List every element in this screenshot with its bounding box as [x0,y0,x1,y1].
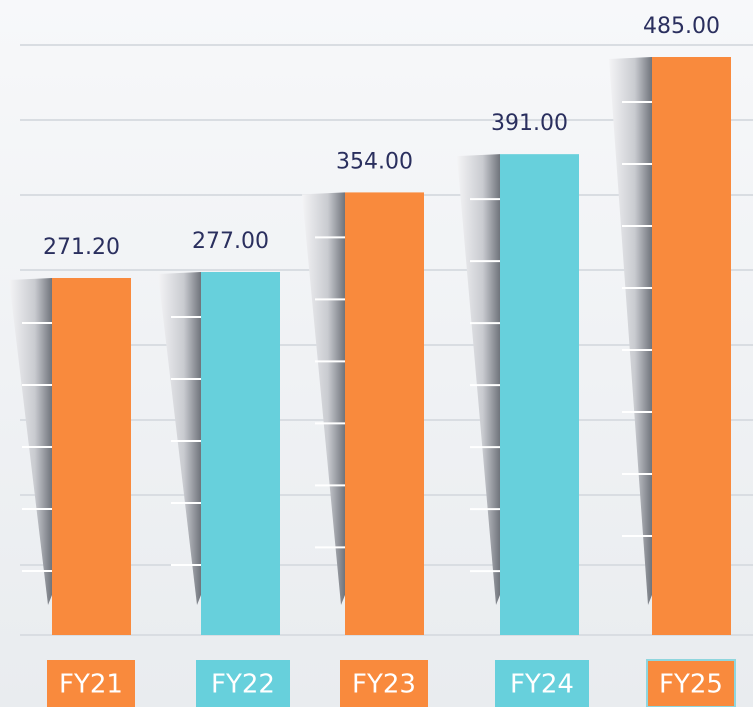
value-label: 485.00 [643,14,720,39]
bar [500,154,579,635]
value-label: 391.00 [491,111,568,136]
value-label: 354.00 [336,149,413,174]
chart: 271.20 FY21 277.00 FY22 354.00 FY23 391.00 FY24… [0,0,753,707]
bar [201,272,280,635]
bar [652,57,731,635]
page: 271.20 FY21 277.00 FY22 354.00 FY23 391.00 FY24… [0,0,753,707]
bar [52,278,131,635]
x-tick-label: FY22 [211,670,275,700]
x-tick-label: FY23 [352,670,416,700]
x-tick-label: FY21 [59,670,123,700]
value-label: 277.00 [192,229,269,254]
value-label: 271.20 [43,235,120,260]
x-tick-label: FY24 [510,670,574,700]
x-tick-label: FY25 [659,670,723,700]
bar [345,192,424,635]
